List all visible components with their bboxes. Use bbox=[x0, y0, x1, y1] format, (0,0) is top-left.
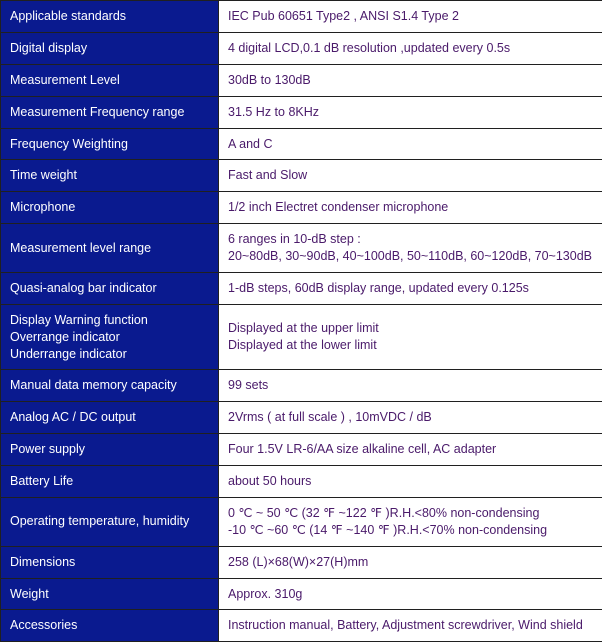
spec-label: Measurement level range bbox=[1, 224, 219, 273]
spec-value: Approx. 310g bbox=[219, 578, 602, 610]
spec-value: 258 (L)×68(W)×27(H)mm bbox=[219, 546, 602, 578]
table-row: Digital display4 digital LCD,0.1 dB reso… bbox=[1, 32, 602, 64]
table-row: Operating temperature, humidity0 ℃ ~ 50 … bbox=[1, 497, 602, 546]
spec-label: Digital display bbox=[1, 32, 219, 64]
table-row: Applicable standardsIEC Pub 60651 Type2 … bbox=[1, 1, 602, 33]
spec-value: 4 digital LCD,0.1 dB resolution ,updated… bbox=[219, 32, 602, 64]
spec-label: Dimensions bbox=[1, 546, 219, 578]
table-row: Measurement Level30dB to 130dB bbox=[1, 64, 602, 96]
spec-value: 1/2 inch Electret condenser microphone bbox=[219, 192, 602, 224]
table-row: Power supplyFour 1.5V LR-6/AA size alkal… bbox=[1, 434, 602, 466]
table-row: Quasi-analog bar indicator1-dB steps, 60… bbox=[1, 272, 602, 304]
spec-value: 31.5 Hz to 8KHz bbox=[219, 96, 602, 128]
spec-value: Displayed at the upper limitDisplayed at… bbox=[219, 304, 602, 370]
spec-value: about 50 hours bbox=[219, 466, 602, 498]
table-row: Frequency WeightingA and C bbox=[1, 128, 602, 160]
spec-label: Weight bbox=[1, 578, 219, 610]
spec-table: Applicable standardsIEC Pub 60651 Type2 … bbox=[0, 0, 602, 642]
table-row: Display Warning functionOverrange indica… bbox=[1, 304, 602, 370]
spec-label: Power supply bbox=[1, 434, 219, 466]
spec-table-body: Applicable standardsIEC Pub 60651 Type2 … bbox=[1, 1, 602, 642]
spec-label: Manual data memory capacity bbox=[1, 370, 219, 402]
spec-value: 2Vrms ( at full scale ) , 10mVDC / dB bbox=[219, 402, 602, 434]
table-row: Analog AC / DC output2Vrms ( at full sca… bbox=[1, 402, 602, 434]
spec-label: Measurement Frequency range bbox=[1, 96, 219, 128]
spec-label: Quasi-analog bar indicator bbox=[1, 272, 219, 304]
table-row: Measurement level range6 ranges in 10-dB… bbox=[1, 224, 602, 273]
spec-label: Operating temperature, humidity bbox=[1, 497, 219, 546]
table-row: AccessoriesInstruction manual, Battery, … bbox=[1, 610, 602, 642]
spec-label: Measurement Level bbox=[1, 64, 219, 96]
table-row: Time weightFast and Slow bbox=[1, 160, 602, 192]
spec-label: Microphone bbox=[1, 192, 219, 224]
spec-value: 0 ℃ ~ 50 ℃ (32 ℉ ~122 ℉ )R.H.<80% non-co… bbox=[219, 497, 602, 546]
spec-label: Frequency Weighting bbox=[1, 128, 219, 160]
spec-value: 1-dB steps, 60dB display range, updated … bbox=[219, 272, 602, 304]
spec-label: Applicable standards bbox=[1, 1, 219, 33]
table-row: Manual data memory capacity99 sets bbox=[1, 370, 602, 402]
spec-value: IEC Pub 60651 Type2 , ANSI S1.4 Type 2 bbox=[219, 1, 602, 33]
spec-value: 99 sets bbox=[219, 370, 602, 402]
spec-value: Four 1.5V LR-6/AA size alkaline cell, AC… bbox=[219, 434, 602, 466]
table-row: Dimensions258 (L)×68(W)×27(H)mm bbox=[1, 546, 602, 578]
spec-value: 30dB to 130dB bbox=[219, 64, 602, 96]
spec-label: Display Warning functionOverrange indica… bbox=[1, 304, 219, 370]
spec-label: Analog AC / DC output bbox=[1, 402, 219, 434]
spec-label: Accessories bbox=[1, 610, 219, 642]
table-row: Microphone1/2 inch Electret condenser mi… bbox=[1, 192, 602, 224]
table-row: Battery Lifeabout 50 hours bbox=[1, 466, 602, 498]
table-row: WeightApprox. 310g bbox=[1, 578, 602, 610]
spec-value: A and C bbox=[219, 128, 602, 160]
spec-value: 6 ranges in 10-dB step :20~80dB, 30~90dB… bbox=[219, 224, 602, 273]
spec-value: Fast and Slow bbox=[219, 160, 602, 192]
table-row: Measurement Frequency range31.5 Hz to 8K… bbox=[1, 96, 602, 128]
spec-label: Time weight bbox=[1, 160, 219, 192]
spec-value: Instruction manual, Battery, Adjustment … bbox=[219, 610, 602, 642]
spec-label: Battery Life bbox=[1, 466, 219, 498]
